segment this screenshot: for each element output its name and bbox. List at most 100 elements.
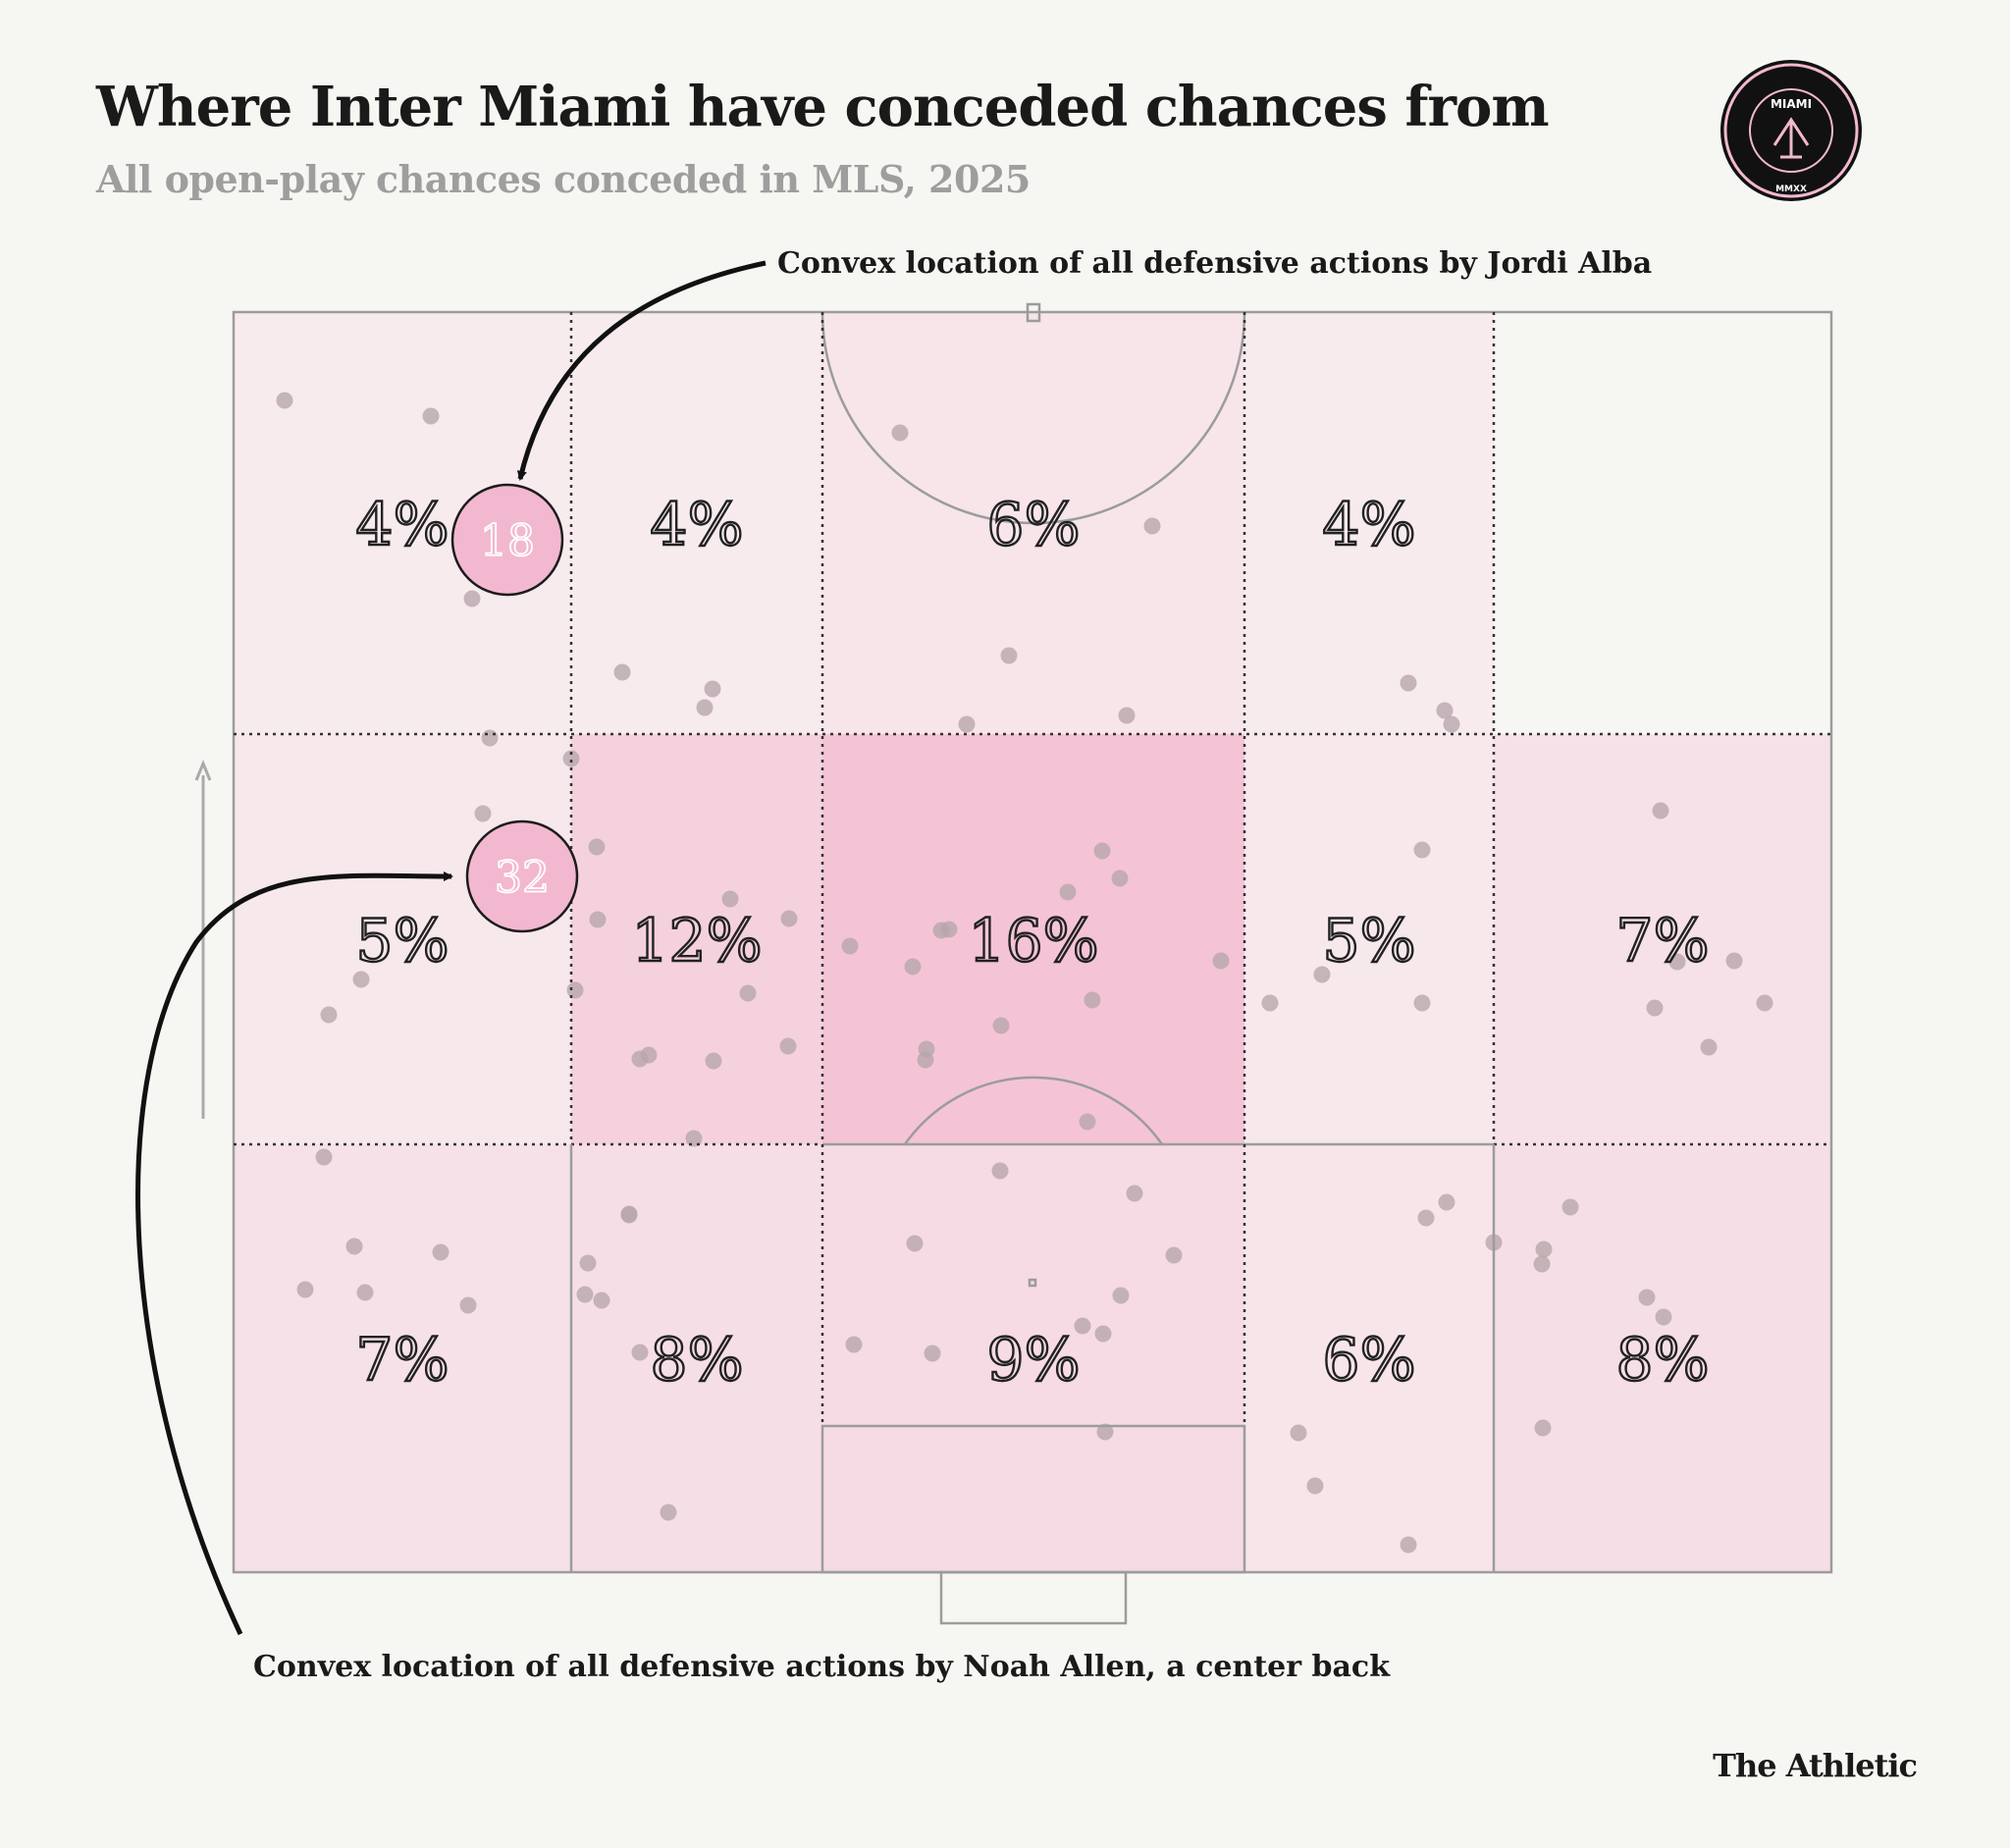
- chance-dot: [566, 981, 584, 999]
- chance-dot: [991, 1162, 1009, 1180]
- chance-dot: [704, 680, 721, 698]
- chance-dots: [276, 392, 1773, 1554]
- chance-dot: [1413, 841, 1431, 859]
- chart-subtitle: All open-play chances conceded in MLS, 2…: [96, 157, 1031, 201]
- chance-dot: [1533, 1255, 1551, 1273]
- chance-dot: [1165, 1246, 1183, 1264]
- chance-dot: [1417, 1209, 1435, 1227]
- chance-dot: [579, 1254, 597, 1272]
- player-jordi-alba: 18: [450, 483, 564, 597]
- chance-dot: [841, 937, 859, 955]
- zone-percent: 7%: [355, 1326, 449, 1395]
- chance-dot: [1118, 707, 1136, 724]
- chance-dot: [459, 1296, 477, 1314]
- annotation-alba: Convex location of all defensive actions…: [777, 246, 1652, 281]
- chance-dot: [660, 1504, 677, 1521]
- chance-dot: [904, 958, 922, 976]
- chance-dot: [481, 729, 499, 747]
- zone-grid: [234, 312, 1831, 1572]
- player-badge-circle: [450, 483, 564, 597]
- chance-dot: [1638, 1289, 1656, 1306]
- chance-dot: [1212, 952, 1230, 970]
- zone-percent: 5%: [1322, 907, 1415, 976]
- chance-dot: [932, 922, 950, 939]
- chance-dot: [1143, 517, 1161, 535]
- chance-dot: [613, 663, 631, 681]
- chance-dot: [315, 1148, 333, 1166]
- chance-dot: [1261, 994, 1279, 1012]
- zone-cell: [1244, 734, 1494, 1144]
- chance-dot: [958, 715, 976, 733]
- player-number: 18: [480, 516, 535, 566]
- chance-dot: [1111, 870, 1129, 887]
- chance-dot: [721, 890, 739, 908]
- player-badge-circle: [465, 819, 579, 933]
- chance-dot: [356, 1284, 374, 1301]
- zone-cell: [234, 734, 571, 1144]
- chance-dot: [276, 392, 293, 409]
- chance-dot: [779, 1037, 797, 1055]
- zone-percent: 7%: [1615, 907, 1709, 976]
- chance-dot: [320, 1006, 338, 1024]
- chance-dot: [1646, 999, 1664, 1017]
- chance-dot: [1413, 994, 1431, 1012]
- chance-dot: [696, 699, 714, 716]
- chance-dot: [1306, 1477, 1324, 1495]
- zone-percent: 16%: [968, 907, 1098, 976]
- logo-inner-ring: [1749, 88, 1833, 173]
- attack-direction-head: [194, 760, 212, 781]
- chance-dot: [1534, 1419, 1552, 1437]
- chance-dot: [620, 1206, 638, 1224]
- zone-percent: 4%: [650, 491, 743, 559]
- zone-cell: [822, 734, 1244, 1144]
- logo-name: MIAMI: [1771, 97, 1812, 111]
- logo-pink-ring: [1723, 63, 1859, 198]
- zone-percent: 4%: [1322, 491, 1415, 559]
- chance-dot: [1112, 1287, 1130, 1304]
- chance-dot: [1725, 952, 1743, 970]
- zone-percent: 4%: [355, 491, 449, 559]
- chance-dot: [1438, 1193, 1455, 1211]
- chance-dot: [422, 407, 440, 425]
- chance-dot: [891, 424, 909, 442]
- chance-dot: [1096, 1423, 1114, 1441]
- chance-dot: [1093, 842, 1111, 860]
- chance-dot: [917, 1051, 934, 1069]
- chance-dot: [1700, 1038, 1718, 1056]
- chance-dot: [345, 1238, 363, 1255]
- chance-dot: [924, 1345, 941, 1362]
- chance-dot: [1126, 1185, 1143, 1202]
- chance-dot: [1074, 1317, 1091, 1335]
- brand-wordmark: The Athletic: [1713, 1747, 1918, 1784]
- chance-dot: [1652, 802, 1669, 819]
- chance-dot: [1400, 1536, 1417, 1554]
- player-number: 32: [495, 853, 550, 903]
- zone-cell: [822, 1144, 1244, 1572]
- chance-dot: [1756, 994, 1773, 1012]
- zone-percent-labels: 4% 4% 6% 4% 5% 12% 16% 5% 7% 7% 8% 9% 6% 8%: [354, 490, 1711, 1396]
- zone-cell: [1494, 1144, 1831, 1572]
- chance-dot: [474, 805, 492, 822]
- zone-cell: [234, 1144, 571, 1572]
- penalty-arc: [903, 1076, 1164, 1145]
- chance-dot: [631, 1344, 649, 1361]
- chance-dot: [432, 1243, 450, 1261]
- chance-dot: [588, 838, 606, 856]
- zone-cell: [1494, 734, 1831, 1144]
- chance-dot: [463, 590, 481, 607]
- goal-box-top: [1026, 302, 1041, 323]
- chance-dot: [593, 1292, 610, 1309]
- chance-dot: [1400, 674, 1417, 692]
- chance-dot: [992, 1017, 1010, 1034]
- zone-percent: 5%: [355, 907, 449, 976]
- chance-dot: [685, 1130, 703, 1147]
- chance-dot: [296, 1281, 314, 1298]
- chance-dot: [1084, 991, 1101, 1009]
- chance-dot: [1668, 953, 1686, 971]
- chance-dot: [1561, 1198, 1579, 1216]
- goal: [939, 1570, 1128, 1625]
- zone-cell: [571, 312, 822, 734]
- chance-dot: [1059, 883, 1077, 901]
- player-noah-allen: 32: [465, 819, 579, 933]
